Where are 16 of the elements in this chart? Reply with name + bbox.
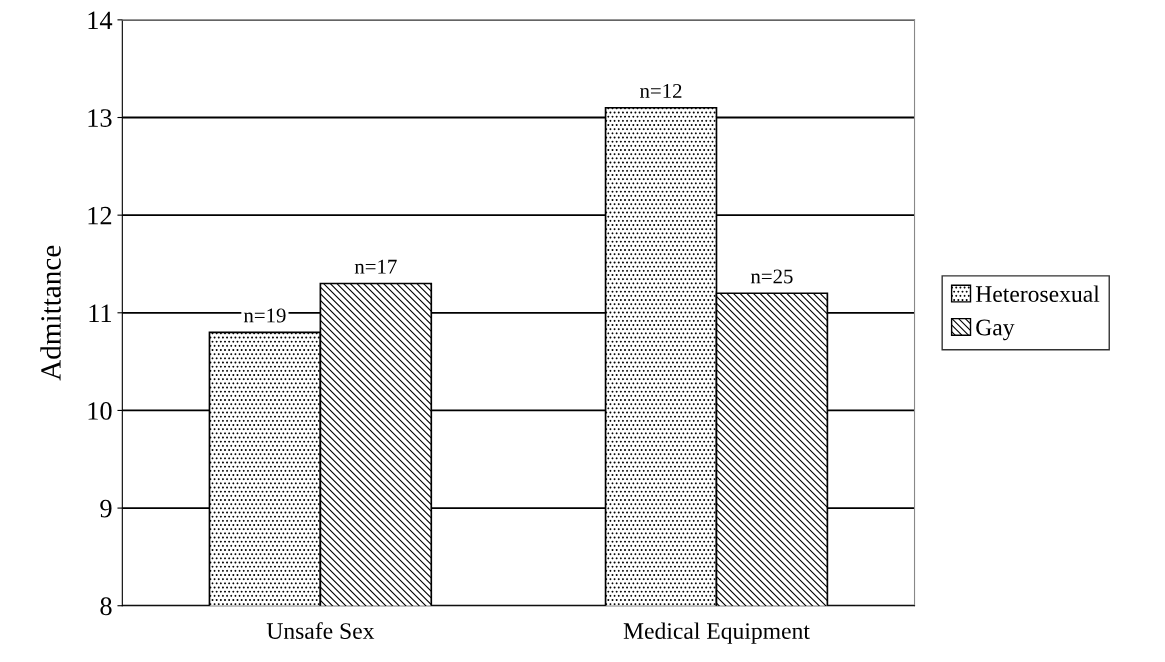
legend-label: Gay (976, 319, 1015, 341)
annotation: n=25 (750, 269, 793, 284)
y-tick-label: 12 (88, 206, 112, 225)
legend-label: Heterosexual (975, 285, 1100, 303)
y-tick-label: 9 (100, 499, 112, 518)
y-tick-label: 13 (88, 109, 112, 127)
annotation: n=17 (354, 259, 397, 274)
y-tick-label: 11 (89, 304, 112, 322)
y-tick-label: 8 (100, 597, 112, 616)
annotation: n=12 (640, 83, 682, 98)
x-tick-label: Unsafe Sex (266, 622, 375, 640)
x-tick-label: Medical Equipment (623, 622, 810, 644)
y-tick-label: 10 (88, 402, 112, 420)
y-axis-title: Admittance (40, 245, 61, 381)
annotation: n=19 (243, 308, 286, 323)
y-tick-label: 14 (88, 11, 113, 30)
